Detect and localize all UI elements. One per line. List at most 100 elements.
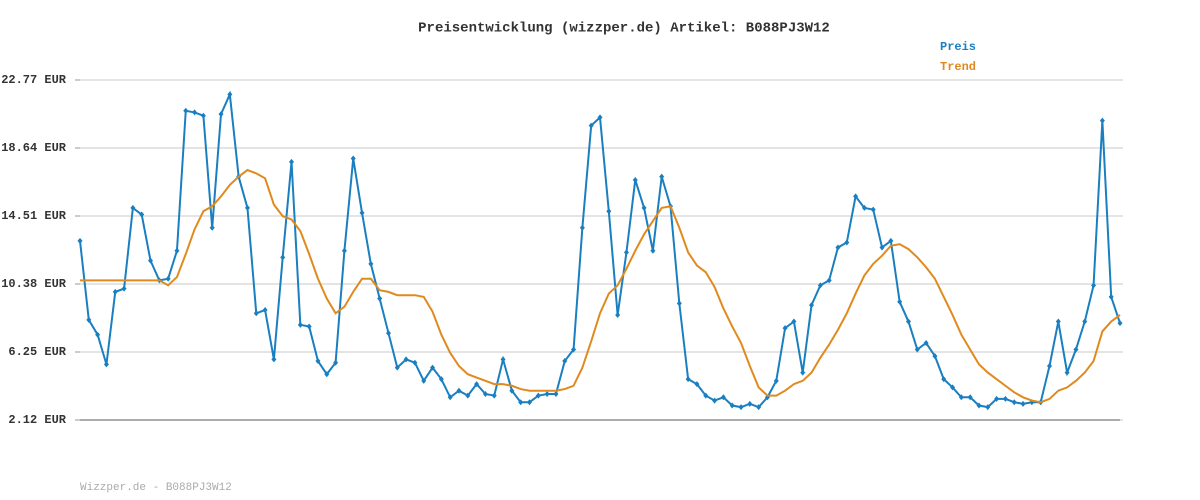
point-marker — [1108, 293, 1114, 300]
point-marker — [200, 112, 206, 119]
point-marker — [606, 208, 612, 215]
point-marker — [535, 392, 541, 399]
point-marker — [306, 323, 312, 330]
point-marker — [1082, 318, 1088, 325]
point-marker — [526, 399, 532, 406]
point-marker — [1091, 282, 1097, 289]
point-marker — [1011, 399, 1017, 406]
point-marker — [183, 107, 189, 114]
point-marker — [438, 376, 444, 383]
point-marker — [800, 369, 806, 376]
point-marker — [579, 224, 585, 231]
point-marker — [597, 114, 603, 121]
point-marker — [588, 122, 594, 129]
point-marker — [280, 254, 286, 261]
point-marker — [641, 204, 647, 211]
point-marker — [77, 237, 83, 244]
point-marker — [553, 390, 559, 397]
point-marker — [350, 155, 356, 162]
point-marker — [500, 356, 506, 363]
point-marker — [756, 404, 762, 411]
point-marker — [615, 311, 621, 318]
point-marker — [809, 302, 815, 309]
point-marker — [685, 376, 691, 383]
legend-label: Trend — [940, 60, 976, 74]
y-tick-label: 6.25 EUR — [8, 345, 66, 359]
point-marker — [870, 206, 876, 213]
chart-title: Preisentwicklung (wizzper.de) Artikel: B… — [418, 21, 830, 37]
point-marker — [174, 247, 180, 254]
point-marker — [244, 204, 250, 211]
point-marker — [368, 260, 374, 267]
point-marker — [632, 176, 638, 183]
point-marker — [412, 359, 418, 366]
point-marker — [562, 358, 568, 365]
point-marker — [844, 239, 850, 246]
point-marker — [1099, 117, 1105, 124]
point-marker — [482, 390, 488, 397]
point-marker — [1046, 362, 1052, 369]
point-marker — [782, 325, 788, 332]
point-marker — [262, 307, 268, 314]
point-marker — [720, 394, 726, 401]
point-marker — [227, 91, 233, 98]
footer: Wizzper.de - B088PJ3W12 — [80, 482, 232, 494]
point-marker — [703, 392, 709, 399]
point-marker — [941, 376, 947, 383]
point-marker — [421, 377, 427, 384]
point-marker — [544, 390, 550, 397]
point-marker — [773, 377, 779, 384]
point-marker — [897, 298, 903, 305]
point-marker — [1002, 395, 1008, 402]
point-marker — [738, 404, 744, 411]
point-marker — [192, 109, 198, 116]
point-marker — [861, 204, 867, 211]
point-marker — [1064, 369, 1070, 376]
point-marker — [95, 331, 101, 338]
point-marker — [315, 358, 321, 365]
point-marker — [976, 402, 982, 409]
point-marker — [791, 318, 797, 325]
point-marker — [817, 282, 823, 289]
point-marker — [1020, 400, 1026, 407]
point-marker — [650, 247, 656, 254]
point-marker — [297, 321, 303, 328]
point-marker — [676, 300, 682, 307]
point-marker — [377, 295, 383, 302]
point-marker — [385, 330, 391, 337]
point-marker — [491, 392, 497, 399]
point-marker — [456, 387, 462, 394]
point-marker — [914, 346, 920, 353]
point-marker — [289, 158, 295, 165]
point-marker — [430, 364, 436, 371]
point-marker — [112, 288, 118, 295]
point-marker — [474, 381, 480, 388]
point-marker — [324, 371, 330, 378]
point-marker — [253, 310, 259, 317]
point-marker — [994, 395, 1000, 402]
legend-label: Preis — [940, 40, 976, 54]
point-marker — [1073, 346, 1079, 353]
point-marker — [923, 339, 929, 346]
point-marker — [826, 277, 832, 284]
point-marker — [165, 275, 171, 282]
point-marker — [509, 387, 515, 394]
y-tick-label: 14.51 EUR — [1, 209, 67, 223]
point-marker — [571, 346, 577, 353]
point-marker — [271, 356, 277, 363]
series-line — [80, 168, 1121, 404]
point-marker — [950, 384, 956, 391]
point-marker — [1055, 318, 1061, 325]
point-marker — [447, 394, 453, 401]
point-marker — [985, 404, 991, 411]
point-marker — [121, 285, 127, 292]
point-marker — [403, 356, 409, 363]
y-tick-label: 22.77 EUR — [1, 73, 67, 87]
point-marker — [518, 399, 524, 406]
point-marker — [747, 400, 753, 407]
point-marker — [86, 316, 92, 323]
point-marker — [394, 364, 400, 371]
point-marker — [333, 359, 339, 366]
point-marker — [218, 111, 224, 118]
